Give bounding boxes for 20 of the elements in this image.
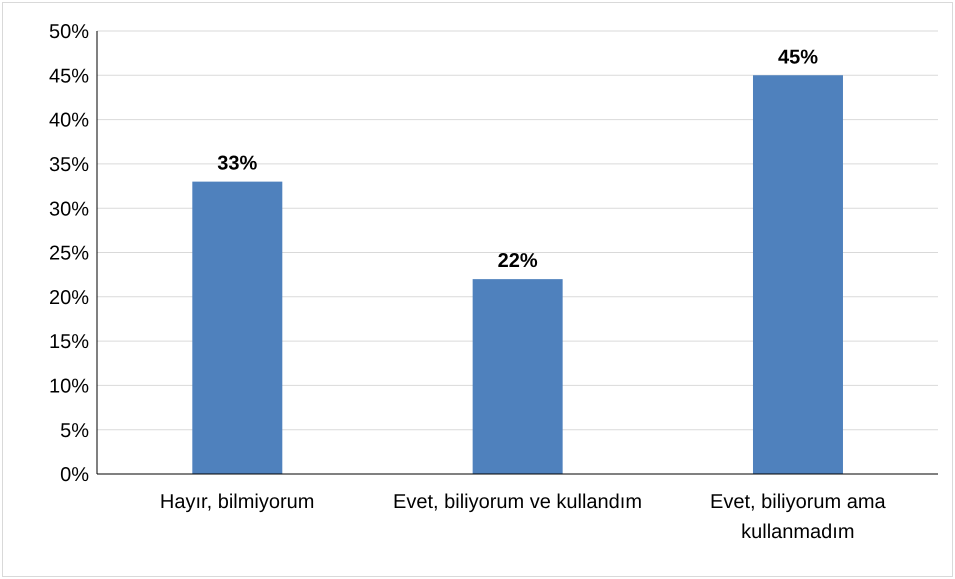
bar: [472, 279, 563, 474]
y-tick-label: 40%: [48, 110, 90, 132]
data-label: 45%: [778, 46, 818, 68]
x-tick-label: Evet, biliyorum ve kullandım: [393, 491, 642, 514]
bar: [752, 75, 843, 474]
y-tick-label: 15%: [48, 331, 90, 354]
x-tick-label: Hayır, bilmiyorum: [160, 491, 314, 514]
data-label: 22%: [498, 250, 538, 272]
y-tick-label: 50%: [48, 21, 90, 44]
y-tick-label: 0%: [60, 464, 90, 486]
data-label: 33%: [217, 152, 258, 175]
y-tick-label: 20%: [48, 286, 90, 309]
bar: [192, 182, 282, 474]
y-tick-label: 35%: [48, 154, 90, 176]
y-tick-label: 25%: [48, 242, 90, 265]
y-tick-label: 30%: [48, 198, 90, 220]
y-tick-label: 45%: [48, 65, 90, 88]
x-tick-label: Evet, biliyorum ama kullanmadım: [710, 491, 887, 544]
y-tick-label: 5%: [60, 420, 90, 442]
y-tick-label: 10%: [48, 376, 90, 398]
